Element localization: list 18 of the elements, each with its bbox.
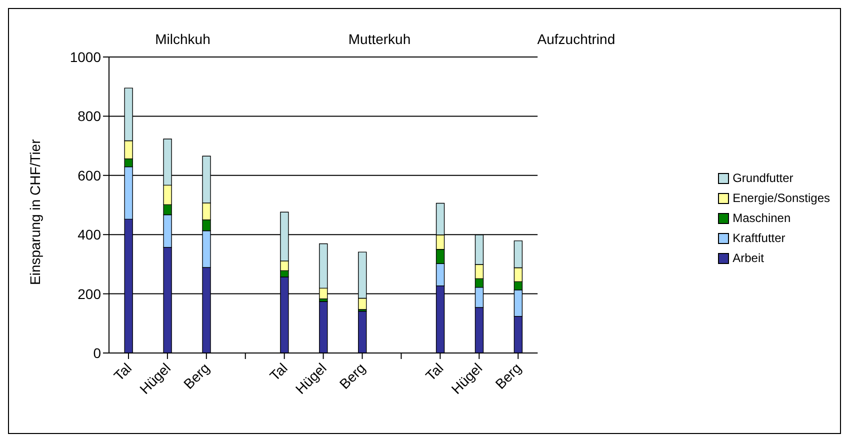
- legend-label: Grundfutter: [732, 171, 794, 185]
- text: Mutterkuh: [347, 31, 412, 47]
- legend-label: Energie/Sonstiges: [732, 191, 830, 205]
- x-tick-label: Tal: [422, 360, 446, 384]
- y-tick-label: 1000: [70, 48, 102, 65]
- x-tick-label: Tal: [266, 360, 290, 384]
- text: Milchkuh: [154, 31, 212, 47]
- y-tick-label: 200: [78, 286, 102, 302]
- y-tick-label: 400: [78, 226, 102, 243]
- y-tick-label: 600: [78, 167, 102, 184]
- legend-label: Arbeit: [732, 251, 764, 265]
- text: Aufzuchtrind: [536, 31, 616, 47]
- legend-label: Kraftfutter: [732, 231, 786, 245]
- y-tick-label: 0: [93, 344, 102, 361]
- legend-label: Maschinen: [732, 211, 791, 225]
- x-tick-label: Tal: [110, 360, 135, 384]
- y-tick-label: 800: [78, 108, 102, 124]
- y-axis-title: Einsparung in CHF/Tier: [26, 138, 43, 285]
